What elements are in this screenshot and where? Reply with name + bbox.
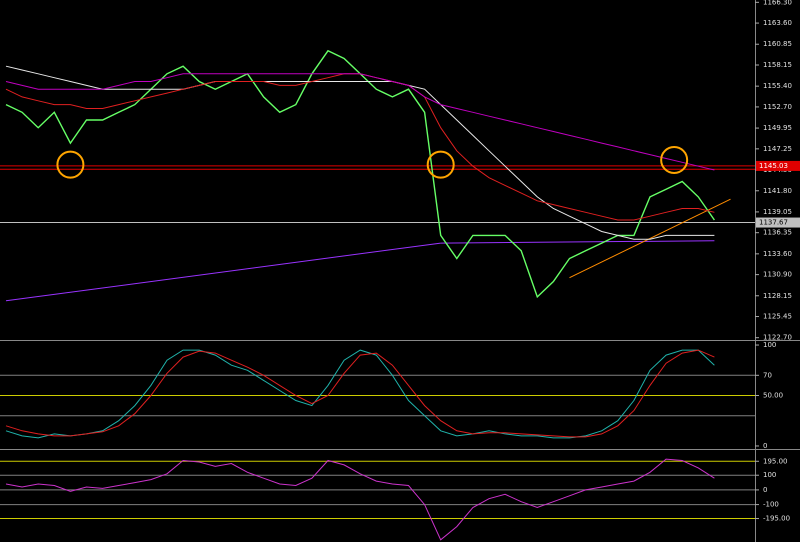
y-tick-label: 1152.70 <box>763 103 792 111</box>
y-tick-label: 70 <box>763 371 772 379</box>
y-tick-label: 1160.85 <box>763 40 792 48</box>
y-tick-label: 0 <box>763 442 767 450</box>
y-tick-label: 1158.15 <box>763 61 792 69</box>
price-tag-label: 1145.03 <box>759 162 788 170</box>
y-tick-label: 1125.45 <box>763 313 792 321</box>
y-tick-label: 1163.60 <box>763 19 792 27</box>
series-line <box>5 458 715 541</box>
y-tick-label: 100 <box>763 471 776 479</box>
trend-line <box>569 198 731 279</box>
y-tick-label: 1166.30 <box>763 0 792 6</box>
series-line <box>5 73 715 171</box>
y-tick-label: -100 <box>763 501 779 509</box>
series-line <box>5 349 715 439</box>
y-tick-label: 195.00 <box>763 457 788 465</box>
trend-line <box>440 240 715 244</box>
highlight-circle <box>426 150 455 179</box>
y-tick-label: 100 <box>763 341 776 349</box>
y-tick-label: 0 <box>763 486 767 494</box>
price-tag <box>756 160 800 171</box>
price-tag-label: 1137.67 <box>759 219 788 227</box>
trend-line <box>5 242 441 302</box>
series-line <box>5 349 715 438</box>
y-tick-label: 1133.60 <box>763 250 792 258</box>
highlight-circle <box>660 146 689 174</box>
y-tick-label: 1141.80 <box>763 187 792 195</box>
y-tick-label: 1147.25 <box>763 145 792 153</box>
y-tick-label: 1139.05 <box>763 208 792 216</box>
series-line <box>5 65 715 240</box>
highlight-circle <box>56 150 85 179</box>
y-tick-label: 1149.95 <box>763 124 792 132</box>
y-tick-label: 1136.35 <box>763 229 792 237</box>
price-tag <box>756 217 800 228</box>
y-tick-label: 50.00 <box>763 392 783 400</box>
y-tick-label: 1122.70 <box>763 334 792 342</box>
y-tick-label: 1130.90 <box>763 271 792 279</box>
y-tick-label: 1128.15 <box>763 292 792 300</box>
y-tick-label: 1155.40 <box>763 82 792 90</box>
y-tick-label: -195.00 <box>763 515 790 523</box>
